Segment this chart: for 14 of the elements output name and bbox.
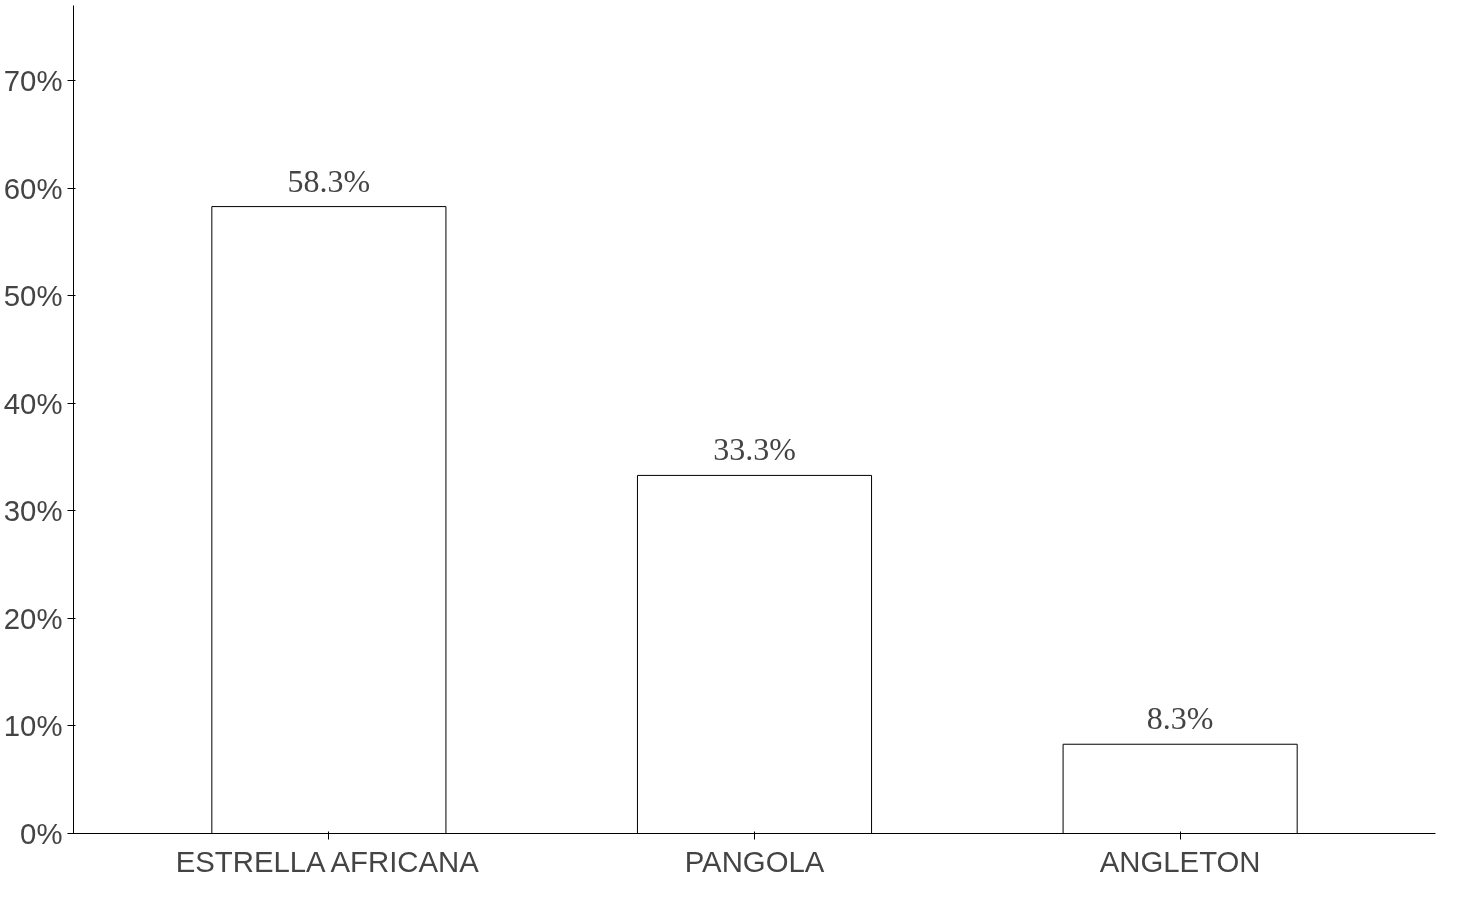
x-tick-label: ANGLETON xyxy=(1099,844,1261,878)
y-tick-label: 30% xyxy=(3,494,63,528)
y-tick-label: 50% xyxy=(3,279,63,313)
data-label: 58.3% xyxy=(287,162,371,199)
y-tick-label: 40% xyxy=(3,386,63,420)
y-tick-label: 10% xyxy=(3,709,63,743)
y-tick-label: 0% xyxy=(20,817,63,850)
x-tick-label: ESTRELLA AFRICANA xyxy=(175,844,480,878)
y-tick-label: 70% xyxy=(3,64,63,98)
data-label: 8.3% xyxy=(1146,700,1214,737)
y-tick-label: 20% xyxy=(3,601,63,635)
x-tick-label: PANGOLA xyxy=(684,844,825,878)
data-label: 33.3% xyxy=(713,431,796,468)
y-tick-label: 60% xyxy=(3,171,63,205)
